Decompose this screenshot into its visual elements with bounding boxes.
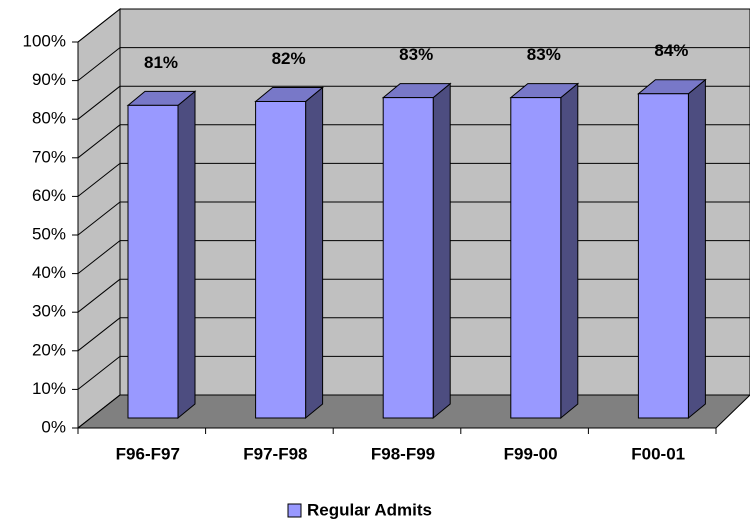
y-tick-label: 80% xyxy=(32,109,66,128)
grid-line xyxy=(77,85,121,120)
y-tick-label: 40% xyxy=(32,263,66,282)
x-tick-label: F98-F99 xyxy=(371,444,435,463)
x-tick-label: F96-F97 xyxy=(116,444,180,463)
x-tick-label: F00-01 xyxy=(631,444,685,463)
y-tick-label: 100% xyxy=(23,31,66,50)
y-tick-label: 90% xyxy=(32,70,66,89)
grid-line xyxy=(77,201,121,236)
bar-side xyxy=(432,82,451,420)
legend-label: Regular Admits xyxy=(307,500,432,519)
grid-line xyxy=(77,8,121,43)
y-tick-label: 50% xyxy=(32,224,66,243)
grid-line xyxy=(77,394,121,429)
value-label: 83% xyxy=(399,45,433,64)
grid-line xyxy=(77,47,121,81)
bar xyxy=(382,97,434,419)
y-tick-label: 30% xyxy=(32,302,66,321)
grid-line xyxy=(77,163,121,197)
value-label: 81% xyxy=(144,53,178,72)
labels: 0% 10% 20% 30% 40% 50% 60% 70% 80% 90% 100% F96-F97… xyxy=(23,31,689,463)
grid-line xyxy=(77,356,121,390)
bar-side xyxy=(687,78,706,420)
legend-swatch xyxy=(287,503,302,518)
grid-line xyxy=(77,317,121,352)
y-tick-label: 20% xyxy=(32,340,66,359)
grid-line xyxy=(77,278,121,313)
grid-line xyxy=(77,240,121,274)
value-label: 82% xyxy=(272,49,306,68)
value-label: 83% xyxy=(527,45,561,64)
bar-side xyxy=(177,90,196,420)
value-label: 84% xyxy=(654,41,688,60)
grid-line xyxy=(77,124,121,159)
y-tick-label: 60% xyxy=(32,186,66,205)
bar xyxy=(510,97,562,419)
x-tick-label: F99-00 xyxy=(504,444,558,463)
bar xyxy=(637,93,689,419)
bar xyxy=(127,104,179,419)
y-tick-label: 70% xyxy=(32,147,66,166)
x-tick-label: F97-F98 xyxy=(243,444,307,463)
bar-side xyxy=(560,82,579,420)
bar xyxy=(255,100,307,419)
y-tick-label: 10% xyxy=(32,379,66,398)
bars xyxy=(126,78,707,420)
y-tick-label: 0% xyxy=(41,417,66,436)
bar-side xyxy=(305,86,324,420)
